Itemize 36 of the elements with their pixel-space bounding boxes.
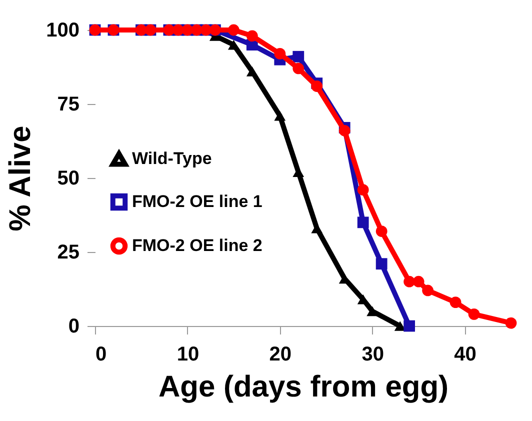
x-tick-label: 30 [362,344,384,366]
x-tick-label: 40 [454,344,476,366]
point [338,124,350,136]
x-tick-label: 10 [176,344,200,366]
point [376,226,388,237]
point [357,184,369,196]
point [468,308,480,320]
y-tick-label: 25 [57,242,80,264]
point [366,306,378,316]
y-axis-title: % Alive [4,126,38,232]
point [357,216,369,228]
y-tick-label: 75 [57,94,80,116]
point [404,320,416,332]
point [274,110,286,121]
point [505,317,517,329]
legend-label: Wild-Type [132,149,212,168]
point [292,62,304,74]
point [450,296,462,308]
y-tick-label: 50 [57,168,80,190]
point [376,258,388,270]
x-tick-label: 20 [269,344,292,366]
x-tick-label: 0 [96,344,107,366]
point [228,24,240,36]
point [292,50,304,62]
point [274,48,286,60]
y-tick-label: 100 [46,20,80,42]
point [246,66,258,76]
legend-label: FMO-2 OE line 1 [132,192,262,211]
x-axis-title: Age (days from egg) [158,370,449,404]
legend-label: FMO-2 OE line 2 [132,236,262,255]
point [246,30,258,42]
point [422,284,434,296]
point [404,276,416,288]
point [412,276,424,288]
y-tick-label: 0 [68,316,80,338]
point [311,80,323,92]
